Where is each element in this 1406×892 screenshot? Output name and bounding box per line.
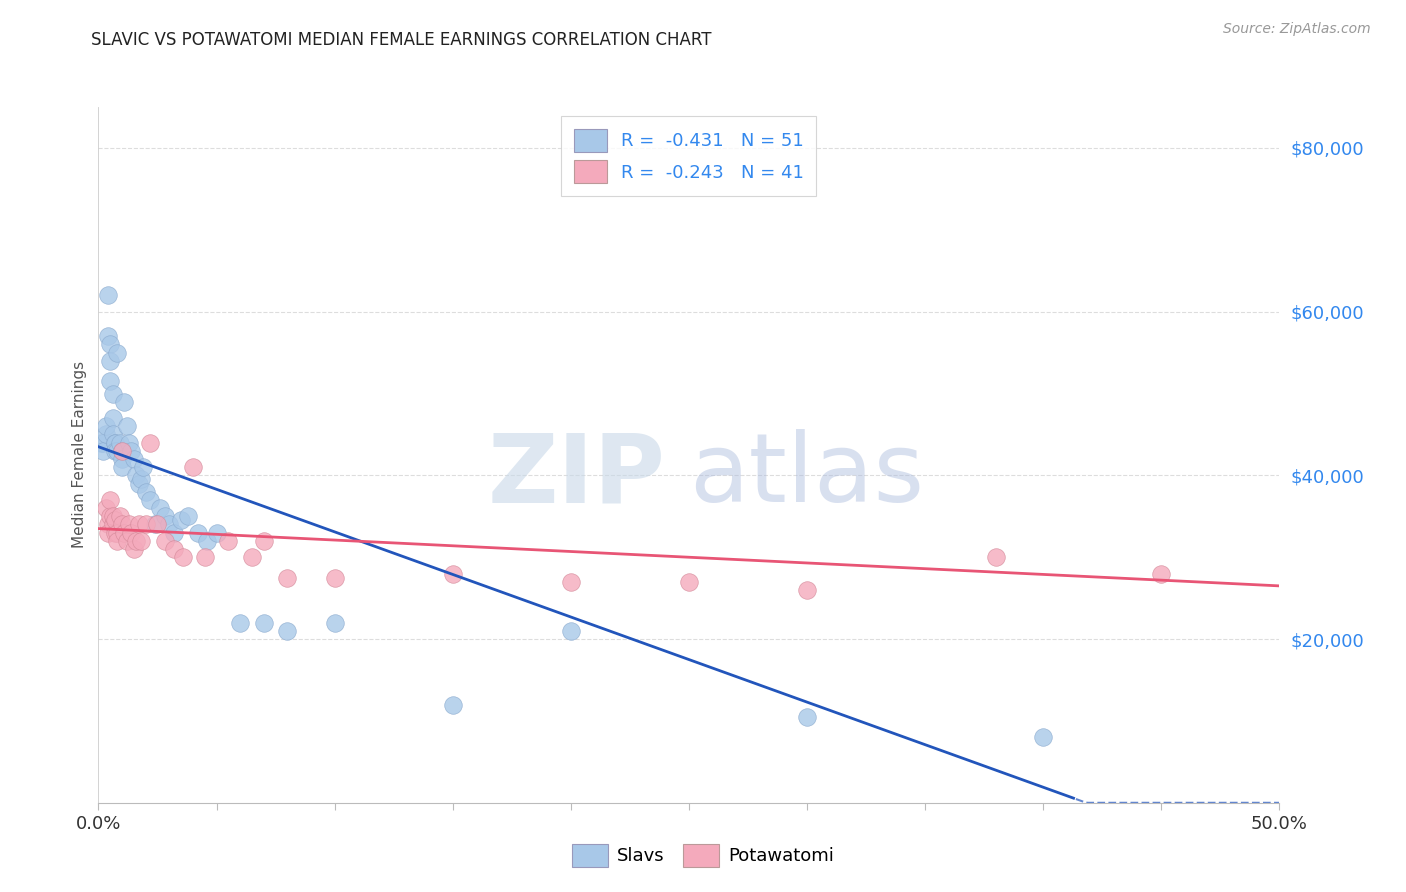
Point [153, 533, 176, 548]
Point [146, 517, 169, 532]
Point [118, 435, 141, 450]
Point [122, 542, 145, 557]
Point [125, 468, 148, 483]
Point [101, 509, 124, 524]
Point [441, 566, 464, 581]
Point [132, 460, 155, 475]
Point [94, 427, 117, 442]
Point [111, 460, 134, 475]
Point [98, 353, 121, 368]
Point [115, 419, 138, 434]
Point [115, 533, 138, 548]
Point [104, 435, 127, 450]
Point [163, 525, 186, 540]
Point [111, 517, 134, 532]
Point [678, 574, 700, 589]
Point [111, 443, 134, 458]
Point [90, 435, 112, 450]
Point [229, 615, 252, 630]
Point [129, 533, 152, 548]
Point [163, 542, 186, 557]
Point [111, 443, 134, 458]
Point [98, 492, 121, 507]
Point [112, 394, 135, 409]
Point [560, 574, 582, 589]
Point [139, 435, 162, 450]
Point [195, 533, 218, 548]
Text: atlas: atlas [689, 429, 924, 523]
Point [323, 615, 346, 630]
Point [217, 533, 239, 548]
Point [125, 533, 148, 548]
Point [194, 550, 217, 565]
Point [139, 492, 162, 507]
Point [97, 329, 120, 343]
Point [157, 517, 180, 532]
Point [101, 517, 124, 532]
Point [105, 525, 128, 540]
Point [441, 698, 464, 712]
Point [560, 624, 582, 638]
Point [187, 525, 209, 540]
Point [111, 452, 134, 467]
Point [91, 435, 114, 450]
Point [104, 513, 127, 527]
Point [796, 710, 818, 724]
Point [112, 525, 135, 540]
Point [94, 419, 117, 434]
Text: SLAVIC VS POTAWATOMI MEDIAN FEMALE EARNINGS CORRELATION CHART: SLAVIC VS POTAWATOMI MEDIAN FEMALE EARNI… [91, 31, 711, 49]
Point [276, 624, 298, 638]
Point [118, 517, 141, 532]
Point [108, 435, 131, 450]
Y-axis label: Median Female Earnings: Median Female Earnings [72, 361, 87, 549]
Point [1032, 731, 1054, 745]
Point [129, 473, 152, 487]
Point [121, 525, 143, 540]
Text: Source: ZipAtlas.com: Source: ZipAtlas.com [1223, 22, 1371, 37]
Point [104, 525, 127, 540]
Point [91, 443, 114, 458]
Point [128, 517, 150, 532]
Point [1150, 566, 1173, 581]
Legend: Slavs, Potawatomi: Slavs, Potawatomi [565, 837, 841, 874]
Point [205, 525, 228, 540]
Point [149, 501, 172, 516]
Point [240, 550, 263, 565]
Point [177, 509, 200, 524]
Point [122, 452, 145, 467]
Point [172, 550, 194, 565]
Point [108, 509, 131, 524]
Point [94, 501, 117, 516]
Point [98, 509, 121, 524]
Point [101, 411, 124, 425]
Point [101, 386, 124, 401]
Point [97, 525, 120, 540]
Point [984, 550, 1007, 565]
Point [276, 571, 298, 585]
Point [128, 476, 150, 491]
Point [98, 337, 121, 351]
Legend: R =  -0.431   N = 51, R =  -0.243   N = 41: R = -0.431 N = 51, R = -0.243 N = 41 [561, 116, 817, 196]
Point [181, 460, 204, 475]
Point [98, 374, 121, 388]
Point [97, 288, 120, 302]
Point [153, 509, 176, 524]
Point [135, 484, 157, 499]
Point [253, 533, 276, 548]
Point [105, 443, 128, 458]
Point [105, 533, 128, 548]
Point [104, 435, 127, 450]
Point [323, 571, 346, 585]
Point [97, 517, 120, 532]
Point [105, 345, 128, 359]
Point [170, 513, 193, 527]
Point [121, 443, 143, 458]
Point [253, 615, 276, 630]
Point [104, 443, 127, 458]
Point [101, 427, 124, 442]
Point [143, 517, 166, 532]
Point [796, 582, 818, 597]
Text: ZIP: ZIP [488, 429, 665, 523]
Point [135, 517, 157, 532]
